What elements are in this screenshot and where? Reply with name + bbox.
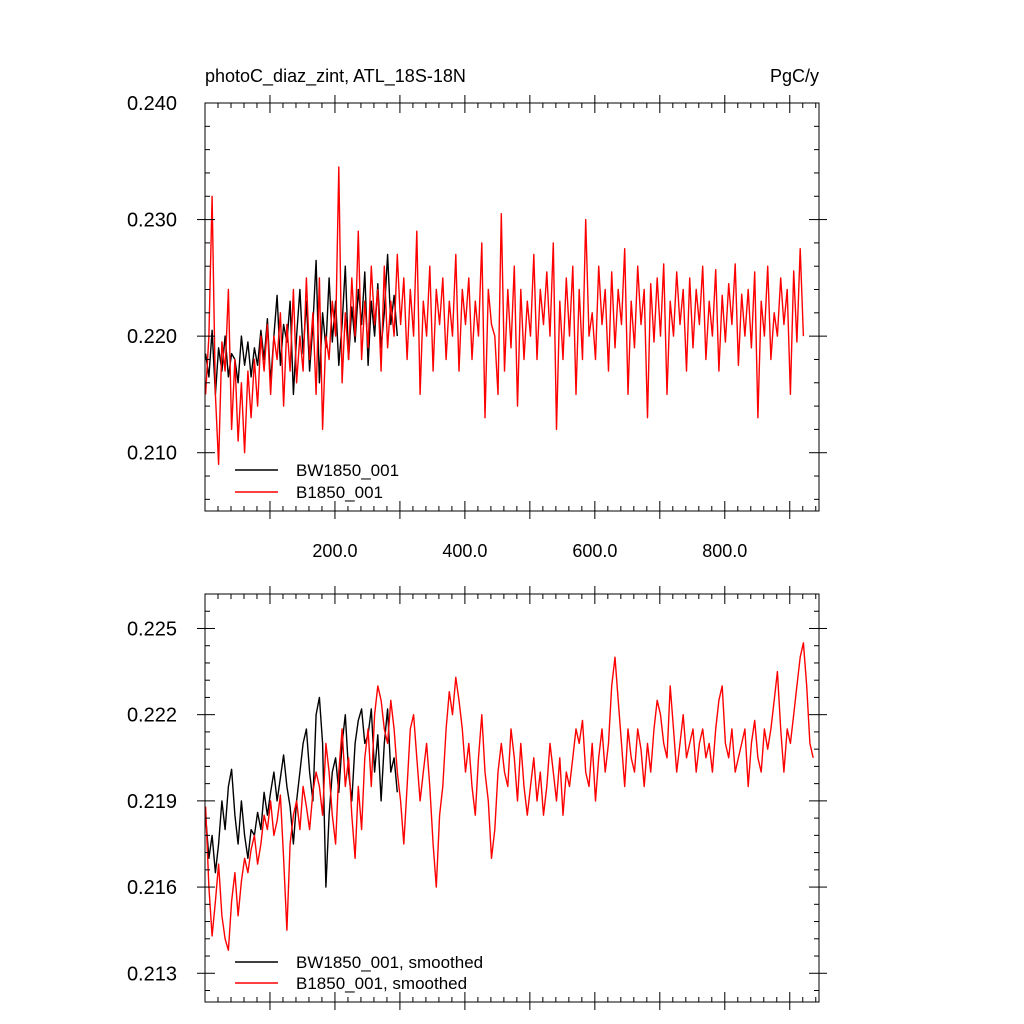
x-tick-label: 600.0	[572, 541, 617, 561]
legend-label-bw1850-smoothed: BW1850_001, smoothed	[296, 953, 483, 972]
legend-label-b1850-smoothed: B1850_001, smoothed	[296, 974, 467, 993]
chart-title-left: photoC_diaz_zint, ATL_18S-18N	[205, 66, 466, 87]
series-line-b1850	[204, 166, 805, 466]
x-tick-label: 400.0	[442, 541, 487, 561]
x-tick-label: 200.0	[312, 541, 357, 561]
bottom-plot-frame	[204, 593, 820, 1003]
series-line-b1850-smoothed	[204, 642, 814, 951]
top-panel: BW1850_001 B1850_001 200.0 400.0 600.0 800.…	[127, 66, 827, 561]
series-line-bw1850	[204, 253, 398, 396]
legend-label-b1850: B1850_001	[296, 483, 383, 502]
top-legend: BW1850_001 B1850_001	[235, 461, 399, 502]
y-tick-label: 0.240	[127, 93, 177, 115]
top-ticks	[197, 95, 827, 519]
chart-title-right: PgC/y	[770, 66, 819, 86]
bottom-panel: BW1850_001, smoothed B1850_001, smoothed…	[127, 586, 827, 1010]
top-series-group	[204, 166, 805, 466]
x-tick-label: 800.0	[702, 541, 747, 561]
y-tick-label: 0.230	[127, 210, 177, 232]
y-tick-label: 0.213	[127, 963, 177, 985]
legend-label-bw1850: BW1850_001	[296, 461, 399, 480]
bottom-series-group	[204, 642, 814, 951]
y-tick-label: 0.220	[127, 326, 177, 348]
top-tick-labels: 200.0 400.0 600.0 800.0 0.210 0.220 0.230 0.240	[127, 93, 747, 561]
series-line-bw1850-smoothed	[204, 696, 398, 888]
y-tick-label: 0.225	[127, 618, 177, 640]
y-tick-label: 0.210	[127, 443, 177, 465]
bottom-ticks	[197, 586, 827, 1010]
bottom-tick-labels: 0.213 0.216 0.219 0.222 0.225	[127, 618, 177, 985]
top-plot-frame	[204, 102, 820, 512]
y-tick-label: 0.219	[127, 791, 177, 813]
y-tick-label: 0.216	[127, 877, 177, 899]
y-tick-label: 0.222	[127, 705, 177, 727]
bottom-legend: BW1850_001, smoothed B1850_001, smoothed	[235, 953, 483, 993]
